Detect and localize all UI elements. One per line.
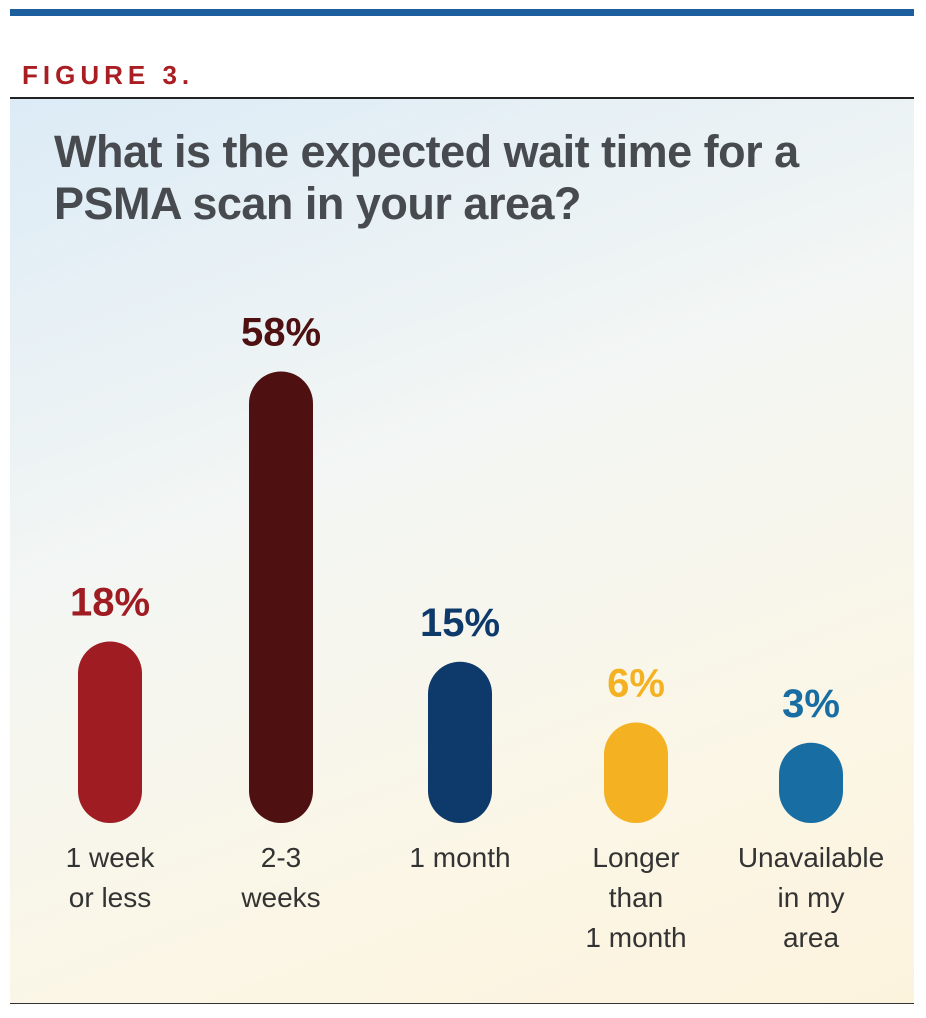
value-label: 6% <box>607 662 665 706</box>
chart-title: What is the expected wait time for a PSM… <box>54 126 799 229</box>
category-label: Unavailable in my area <box>737 842 885 953</box>
category-label: 1 week or less <box>65 842 155 913</box>
top-bar <box>10 9 914 16</box>
bar <box>78 641 142 823</box>
divider <box>10 1003 914 1004</box>
bar <box>249 371 313 823</box>
figure-label: FIGURE 3. <box>22 60 195 90</box>
category-label: Longer than 1 month <box>585 842 687 953</box>
bar <box>428 661 492 823</box>
chart-background <box>10 98 914 1003</box>
value-label: 3% <box>782 682 840 726</box>
value-label: 15% <box>420 601 500 645</box>
bar <box>604 722 668 823</box>
category-label: 1 month <box>409 842 511 873</box>
bar <box>779 742 843 823</box>
value-label: 58% <box>241 311 321 355</box>
value-label: 18% <box>70 581 150 625</box>
category-label: 2-3 weeks <box>241 842 321 913</box>
divider <box>10 97 914 99</box>
